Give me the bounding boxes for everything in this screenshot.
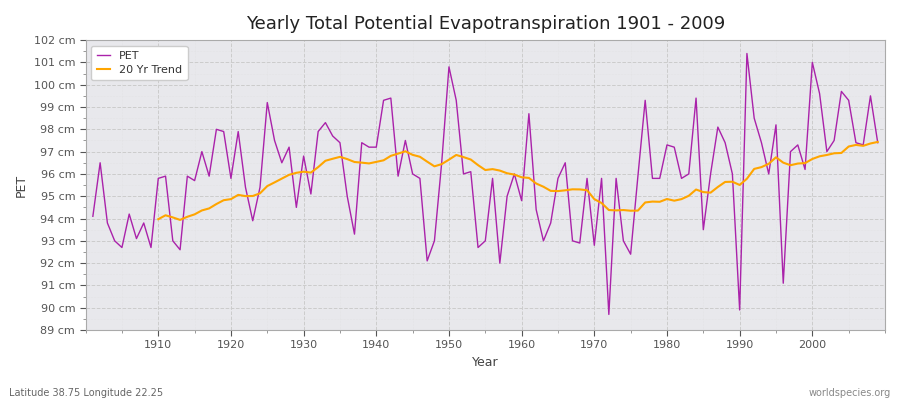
20 Yr Trend <box>328 156 338 161</box>
PET <box>517 198 527 203</box>
Legend: PET, 20 Yr Trend: PET, 20 Yr Trend <box>91 46 187 80</box>
PET <box>742 51 752 56</box>
Text: worldspecies.org: worldspecies.org <box>809 388 891 398</box>
PET <box>872 140 883 145</box>
20 Yr Trend <box>843 144 854 149</box>
20 Yr Trend <box>153 217 164 222</box>
PET <box>146 245 157 250</box>
PET <box>349 232 360 236</box>
Line: 20 Yr Trend: 20 Yr Trend <box>158 142 877 220</box>
X-axis label: Year: Year <box>472 356 499 369</box>
PET <box>611 176 622 181</box>
20 Yr Trend <box>531 181 542 186</box>
20 Yr Trend <box>872 140 883 144</box>
20 Yr Trend <box>175 218 185 222</box>
20 Yr Trend <box>298 169 309 174</box>
Y-axis label: PET: PET <box>15 174 28 197</box>
PET <box>87 214 98 219</box>
Title: Yearly Total Potential Evapotranspiration 1901 - 2009: Yearly Total Potential Evapotranspiratio… <box>246 15 724 33</box>
Text: Latitude 38.75 Longitude 22.25: Latitude 38.75 Longitude 22.25 <box>9 388 163 398</box>
20 Yr Trend <box>822 152 832 157</box>
20 Yr Trend <box>589 197 599 202</box>
PET <box>305 192 316 196</box>
Line: PET: PET <box>93 54 878 314</box>
PET <box>603 312 614 317</box>
PET <box>509 172 520 176</box>
